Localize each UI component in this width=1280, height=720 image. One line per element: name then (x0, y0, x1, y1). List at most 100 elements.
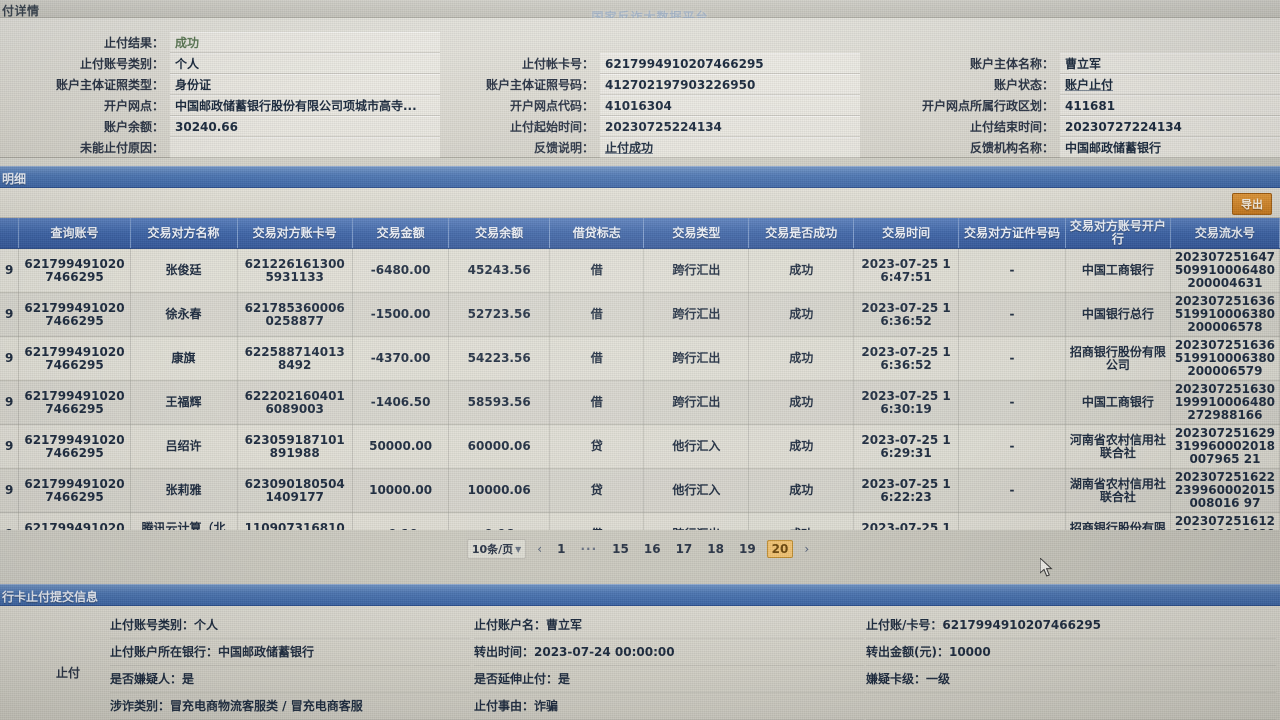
cell-counterparty-card: 6222021604016089003 (237, 380, 353, 425)
field-value-account-status: 账户止付 (1060, 74, 1280, 95)
cell-txn-time: 2023-07-25 16:36:52 (853, 292, 960, 337)
table-toolbar: 导出 (0, 188, 1280, 218)
cell-txn-time: 2023-07-25 16:47:51 (853, 248, 960, 293)
field-value-failure-reason (170, 137, 440, 158)
window-titlebar: 付详情 (0, 0, 1280, 18)
table-row[interactable]: 96217994910207466295腾讯云计算（北京）有限责任公司11090… (0, 512, 1280, 530)
field-label: 账户主体名称： (969, 57, 1054, 71)
field-label: 账户余额： (103, 120, 164, 134)
field-value-stop-result: 成功 (170, 32, 440, 53)
cell-counterparty-idno: - (958, 292, 1066, 337)
submit-type-tag: 止付 (56, 666, 81, 680)
page-number-1[interactable]: 1 (557, 542, 566, 556)
detail-row: 止付起始时间： 20230725224134 (440, 116, 860, 137)
cell-query-account: 6217994910207466295 (18, 468, 131, 513)
detail-row: 开户网点代码： 41016304 (440, 95, 860, 116)
cell-query-account: 6217994910207466295 (18, 336, 131, 381)
cell-counterparty-bank: 中国工商银行 (1065, 380, 1171, 425)
cell-debit-credit: 贷 (549, 468, 645, 513)
submit-field-extended-stop: 是否延伸止付：是 (474, 666, 864, 693)
table-row[interactable]: 9 6217994910207466295 张俊廷 62122616130059311… (0, 248, 1280, 293)
table-header: 查询账号 交易对方名称 交易对方账卡号 交易金额 交易余额 借贷标志 交易类型 … (0, 218, 1280, 249)
page-number-16[interactable]: 16 (643, 542, 661, 556)
pagination: 10条/页 ▼ ‹ 1 ··· 15 16 17 18 19 20 › (0, 532, 1280, 566)
table-row[interactable]: 9 6217994910207466295 王福辉 62220216040160890… (0, 380, 1280, 425)
table-row[interactable]: 9 6217994910207466295 张莉雅 62309018050414091… (0, 468, 1280, 513)
cell-flow-number: 202307251647509910006480200004631 (1170, 248, 1280, 293)
next-page-button[interactable]: › (804, 542, 810, 556)
submit-field-fraud-category: 涉诈类别：冒充电商物流客服类 / 冒充电商客服 (110, 693, 470, 720)
cell-counterparty-name: 腾讯云计算（北京）有限责任公司 (130, 512, 238, 530)
page-number-20[interactable]: 20 (766, 540, 794, 558)
col-header-txn-type[interactable]: 交易类型 (643, 218, 750, 249)
page-size-select[interactable]: 10条/页 ▼ (466, 539, 527, 559)
col-header-flow-number[interactable]: 交易流水号 (1170, 218, 1280, 249)
field-label: 止付账号类别： (79, 57, 164, 71)
page-number-15[interactable]: 15 (612, 542, 629, 556)
cell-txn-type: 他行汇入 (643, 424, 750, 469)
field-value-balance: 30240.66 (170, 116, 440, 137)
submit-field-blank (866, 693, 1276, 720)
table-row[interactable]: 9 6217994910207466295 吕绍许 62305918710189198… (0, 424, 1280, 469)
field-value-card-number: 6217994910207466295 (600, 53, 860, 74)
submit-field-bank: 止付账户所在银行：中国邮政储蓄银行 (110, 639, 470, 666)
col-header-txn-success[interactable]: 交易是否成功 (748, 218, 855, 249)
row-index: 9 (0, 424, 20, 469)
cell-debit-credit: 借 (549, 512, 645, 530)
col-header-txn-time[interactable]: 交易时间 (853, 218, 960, 249)
submit-field-reason: 止付事由：诈骗 (474, 693, 864, 720)
field-value-id-number: 412702197903226950 (600, 74, 860, 95)
cell-counterparty-idno: - (958, 248, 1066, 293)
detail-row: 账户状态： 账户止付 (900, 74, 1280, 95)
col-header-counterparty-idno[interactable]: 交易对方证件号码 (958, 218, 1066, 249)
detail-row: 反馈说明： 止付成功 (440, 137, 860, 158)
cell-txn-type: 他行汇入 (643, 468, 750, 513)
col-header-balance[interactable]: 交易余额 (448, 218, 551, 249)
submit-field-transfer-time: 转出时间：2023-07-24 00:00:00 (474, 639, 864, 666)
page-number-17[interactable]: 17 (675, 542, 693, 556)
cell-counterparty-idno: - (958, 380, 1066, 425)
col-header-index[interactable] (0, 218, 20, 249)
prev-page-button[interactable]: ‹ (537, 542, 543, 556)
cell-counterparty-card: 6225887140138492 (237, 336, 353, 381)
row-index: 9 (0, 336, 20, 381)
detail-row: 开户网点： 中国邮政储蓄银行股份有限公司项城市高寺... (0, 95, 440, 116)
detail-row: 止付结束时间： 20230727224134 (900, 116, 1280, 137)
field-value-holder-name: 曹立军 (1060, 53, 1280, 74)
col-header-amount[interactable]: 交易金额 (352, 218, 450, 249)
cell-flow-number: 202307251636519910006380200006578 (1170, 292, 1280, 337)
cell-counterparty-bank: 中国工商银行 (1065, 248, 1171, 293)
cell-txn-type: 跨行汇出 (643, 248, 750, 293)
detail-row: 账户主体证照类型： 身份证 (0, 74, 440, 95)
cell-counterparty-card: 110907316810601 (237, 512, 353, 530)
export-button[interactable]: 导出 (1232, 193, 1272, 215)
cell-txn-time: 2023-07-25 16:29:31 (853, 424, 960, 469)
cell-txn-type: 跨行汇出 (643, 292, 750, 337)
detail-row: 账户主体证照号码： 412702197903226950 (440, 74, 860, 95)
cell-amount: 50000.00 (352, 424, 450, 469)
col-header-counterparty-bank[interactable]: 交易对方账号开户行 (1065, 218, 1171, 249)
cell-query-account: 6217994910207466295 (18, 248, 131, 293)
page-number-19[interactable]: 19 (738, 542, 756, 556)
cell-balance: 0.06 (448, 512, 551, 530)
col-header-debit-credit[interactable]: 借贷标志 (549, 218, 645, 249)
detail-row: 开户网点所属行政区划： 411681 (900, 95, 1280, 116)
page-number-18[interactable]: 18 (707, 542, 724, 556)
detail-row: 止付结果： 成功 (0, 32, 440, 53)
transaction-table-wrapper[interactable]: 查询账号 交易对方名称 交易对方账卡号 交易金额 交易余额 借贷标志 交易类型 … (0, 218, 1280, 530)
cell-txn-type: 跨行汇出 (643, 336, 750, 381)
col-header-counterparty-name[interactable]: 交易对方名称 (130, 218, 238, 249)
col-header-query-account[interactable]: 查询账号 (18, 218, 131, 249)
col-header-counterparty-card[interactable]: 交易对方账卡号 (237, 218, 353, 249)
field-label: 止付结果： (103, 36, 164, 50)
cell-query-account: 6217994910207466295 (18, 292, 131, 337)
table-row[interactable]: 9 6217994910207466295 康旗 6225887140138492 -4… (0, 336, 1280, 381)
table-row[interactable]: 9 6217994910207466295 徐永春 62178536000602588… (0, 292, 1280, 337)
field-label: 止付起始时间： (509, 120, 594, 134)
row-index: 9 (0, 292, 20, 337)
row-index: 9 (0, 468, 20, 513)
field-value-start-time: 20230725224134 (600, 116, 860, 137)
transaction-table: 查询账号 交易对方名称 交易对方账卡号 交易金额 交易余额 借贷标志 交易类型 … (0, 218, 1280, 530)
cell-counterparty-name: 王福辉 (130, 380, 238, 425)
cell-txn-type: 跨行汇出 (643, 380, 750, 425)
